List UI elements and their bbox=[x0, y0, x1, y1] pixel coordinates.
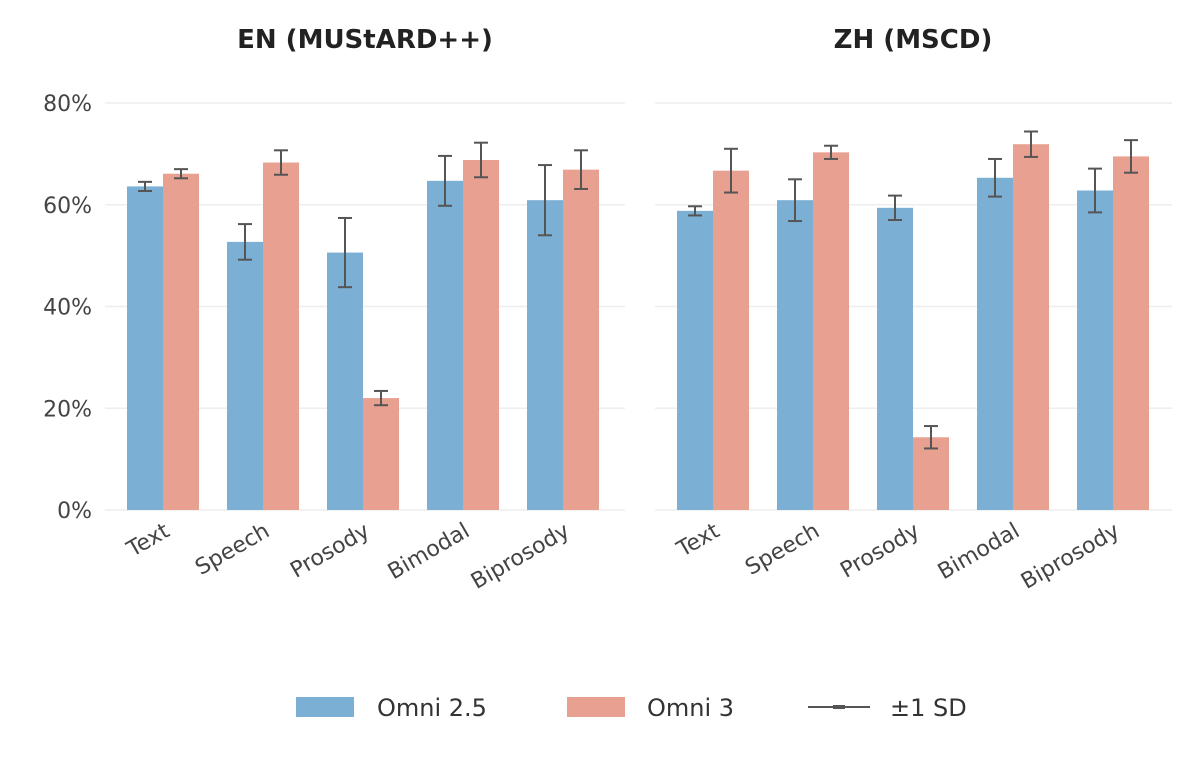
y-tick-label: 20% bbox=[43, 397, 92, 422]
bar-omni-25 bbox=[227, 241, 263, 511]
bar-omni-3 bbox=[1113, 156, 1149, 510]
y-tick-label: 0% bbox=[57, 499, 92, 524]
bar-omni-3 bbox=[363, 398, 399, 510]
bar-omni-3 bbox=[463, 159, 499, 511]
x-tick-label: Text bbox=[672, 518, 724, 563]
x-tick-label: Speech bbox=[191, 519, 274, 581]
panel-title: EN (MUStARD++) bbox=[237, 25, 493, 55]
legend-label: ±1 SD bbox=[890, 694, 967, 722]
chart-panel-0: EN (MUStARD++) 0% 20% 40% 60% 80% Text Speech Pr… bbox=[43, 25, 625, 595]
bar-omni-25 bbox=[327, 252, 363, 510]
x-tick-label: Speech bbox=[741, 519, 824, 581]
bar-omni-25 bbox=[777, 200, 813, 510]
legend-label: Omni 2.5 bbox=[377, 694, 487, 722]
bar-omni-3 bbox=[1013, 144, 1049, 511]
legend-label: Omni 3 bbox=[647, 694, 734, 722]
bar-omni-25 bbox=[527, 200, 563, 510]
bar-omni-3 bbox=[563, 169, 599, 511]
chart-panel-1: ZH (MSCD) Text Speech Prosody BimodalBiproso… bbox=[655, 25, 1172, 595]
x-tick-label: Bimodal bbox=[384, 519, 474, 585]
panel-title: ZH (MSCD) bbox=[834, 25, 993, 55]
bar-omni-25 bbox=[877, 207, 913, 511]
legend: Omni 2.5 Omni 3 ±1 SD bbox=[296, 694, 967, 722]
bar-omni-3 bbox=[163, 173, 199, 510]
bar-omni-3 bbox=[713, 170, 749, 510]
bar-omni-25 bbox=[427, 180, 463, 510]
x-tick-label: Biprosody bbox=[1017, 519, 1124, 595]
x-tick-label: Bimodal bbox=[934, 519, 1024, 585]
x-tick-label: Text bbox=[122, 518, 174, 563]
bar-omni-25 bbox=[977, 177, 1013, 510]
y-tick-label: 60% bbox=[43, 194, 92, 219]
legend-swatch bbox=[567, 697, 625, 717]
bar-omni-3 bbox=[263, 162, 299, 510]
x-tick-label: Prosody bbox=[286, 519, 374, 584]
x-tick-label: Prosody bbox=[836, 519, 924, 584]
y-tick-label: 40% bbox=[43, 296, 92, 321]
bar-omni-25 bbox=[677, 210, 713, 511]
bar-omni-25 bbox=[127, 186, 163, 510]
bar-omni-3 bbox=[813, 152, 849, 510]
bar-omni-25 bbox=[1077, 190, 1113, 510]
y-tick-label: 80% bbox=[43, 92, 92, 117]
legend-swatch bbox=[296, 697, 354, 717]
x-tick-label: Biprosody bbox=[467, 519, 574, 595]
